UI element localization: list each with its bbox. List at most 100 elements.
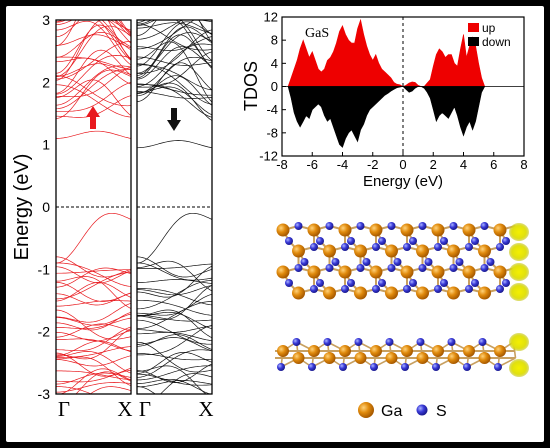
band-y-tick-label: 0 <box>42 199 50 215</box>
band-line <box>137 365 207 394</box>
band-line <box>137 309 212 339</box>
band-line <box>109 20 131 31</box>
band-line <box>56 65 131 106</box>
band-line <box>56 69 131 110</box>
ga-atom <box>338 223 352 237</box>
s-atom <box>347 237 355 245</box>
charge-density-lobe <box>509 283 529 301</box>
ga-atom <box>354 244 367 258</box>
s-atom <box>496 243 504 251</box>
s-atom <box>478 338 487 346</box>
band-line <box>137 363 212 383</box>
band-line <box>56 130 131 139</box>
ga-atom <box>385 244 398 258</box>
s-atom <box>424 258 433 266</box>
s-atom <box>372 243 380 251</box>
band-line <box>137 41 212 103</box>
band-line <box>137 386 156 394</box>
ga-atom <box>369 265 383 279</box>
s-atom <box>401 363 409 371</box>
s-atom <box>432 363 440 371</box>
band-line <box>137 20 212 68</box>
band-line <box>137 349 212 378</box>
ga-atom <box>400 223 414 237</box>
ga-atom <box>478 352 491 364</box>
ga-atom <box>478 286 491 300</box>
band-kpoint-label: Γ <box>139 397 151 421</box>
band-line <box>56 311 131 331</box>
s-atom <box>403 243 411 251</box>
band-line <box>101 20 131 51</box>
band-y-axis-label: Energy (eV) <box>11 154 33 261</box>
tdos-area-up <box>287 18 486 87</box>
ga-atom <box>462 223 476 237</box>
s-atom <box>494 363 502 371</box>
tdos-x-tick-label: -2 <box>367 157 379 172</box>
spin-up-arrow-icon <box>86 106 100 129</box>
s-atom <box>294 264 303 272</box>
ga-atom <box>276 223 290 237</box>
band-line <box>56 309 131 340</box>
band-line <box>137 46 212 80</box>
charge-density-lobe <box>509 333 529 351</box>
s-atom <box>496 285 504 293</box>
ga-atom <box>431 265 445 279</box>
ga-atom <box>478 244 491 258</box>
tdos-x-tick-label: 0 <box>399 157 406 172</box>
band-line <box>137 64 212 91</box>
s-atom <box>449 264 458 272</box>
band-line <box>56 262 131 287</box>
tdos-x-tick-label: 2 <box>430 157 437 172</box>
ga-atom <box>354 352 367 364</box>
ga-atom <box>338 265 352 279</box>
s-atom <box>447 338 456 346</box>
band-line <box>56 20 131 81</box>
s-atom <box>449 222 458 230</box>
band-line <box>56 55 131 95</box>
band-line <box>137 91 212 99</box>
charge-density-lobe <box>509 359 529 377</box>
band-line <box>56 328 131 360</box>
tdos-x-tick-label: 8 <box>520 157 527 172</box>
ga-atom <box>339 345 351 357</box>
ga-atom <box>463 345 475 357</box>
tdos-x-tick-label: 6 <box>490 157 497 172</box>
ga-atom <box>308 345 320 357</box>
band-line <box>137 56 212 95</box>
spin-down-arrow-icon <box>167 108 181 131</box>
band-line <box>137 51 212 88</box>
ga-atom <box>370 345 382 357</box>
band-line <box>56 84 131 118</box>
s-atom-legend-icon <box>416 404 428 416</box>
band-line <box>137 311 212 330</box>
ga-atom <box>447 244 460 258</box>
band-line <box>137 43 212 87</box>
s-atom <box>403 285 411 293</box>
band-line <box>56 300 131 307</box>
s-atom <box>418 222 427 230</box>
band-line <box>137 341 212 373</box>
s-atom <box>471 237 479 245</box>
s-atom <box>471 279 479 287</box>
band-line <box>137 378 212 394</box>
s-atom <box>418 264 427 272</box>
band-line <box>56 20 77 47</box>
ga-atom <box>447 286 460 300</box>
tdos-y-tick-label: 12 <box>264 10 278 25</box>
ga-legend-label: Ga <box>381 403 402 420</box>
ga-atom <box>385 286 398 300</box>
ga-atom <box>432 345 444 357</box>
ga-atom <box>493 223 507 237</box>
band-line <box>137 293 212 316</box>
ga-atom <box>494 345 506 357</box>
band-line <box>137 256 212 278</box>
band-line <box>56 66 131 98</box>
band-line <box>56 20 131 66</box>
tdos-x-tick-label: -6 <box>306 157 318 172</box>
band-line <box>137 56 212 66</box>
band-line <box>137 280 212 310</box>
